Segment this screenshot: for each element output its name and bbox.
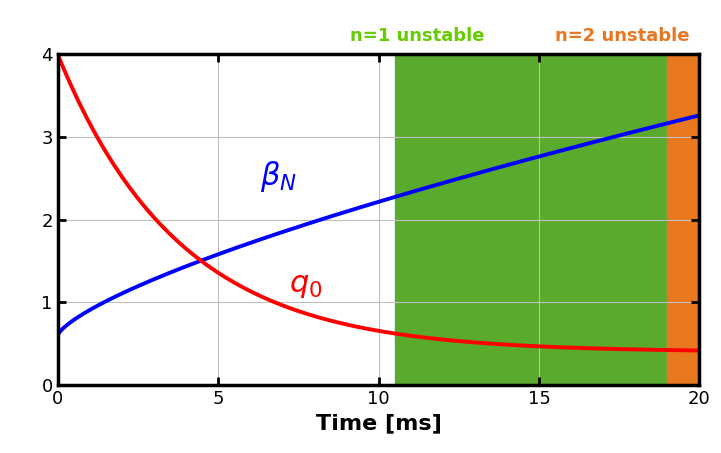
Text: $\beta_N$: $\beta_N$ xyxy=(260,159,297,194)
Text: n=2 unstable: n=2 unstable xyxy=(555,27,689,45)
Bar xyxy=(394,54,699,385)
Text: n=1 unstable: n=1 unstable xyxy=(350,27,485,45)
Bar xyxy=(668,54,699,385)
Text: $q_0$: $q_0$ xyxy=(288,270,322,299)
X-axis label: Time [ms]: Time [ms] xyxy=(316,414,441,434)
